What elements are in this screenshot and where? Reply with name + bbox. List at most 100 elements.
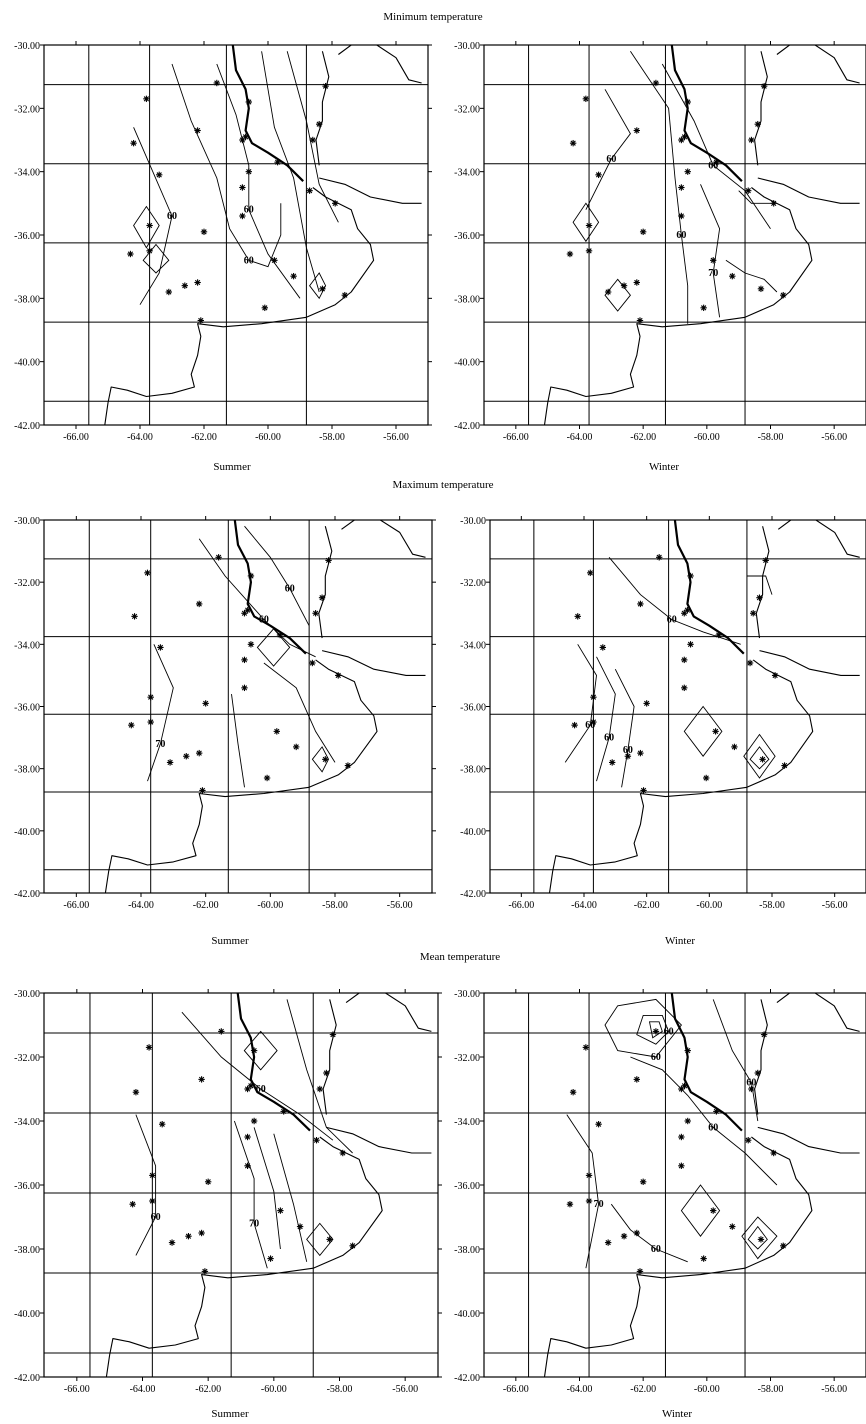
isoline xyxy=(608,557,741,645)
y-tick-label: -40.00 xyxy=(454,1309,480,1320)
plot-frame xyxy=(43,992,439,1378)
y-tick-label: -40.00 xyxy=(14,1309,40,1320)
contour-label: 60 xyxy=(151,1212,161,1223)
station-marker xyxy=(199,787,206,794)
station-marker xyxy=(196,749,203,757)
isoline xyxy=(661,63,771,229)
contour-label: 60 xyxy=(256,1084,266,1095)
station-marker xyxy=(198,1229,205,1237)
map-panel-mean-winter: -66.00 -64.00 -62.00 -60.00 -58.00 -56.00 -30.… xyxy=(454,989,866,1395)
station-marker xyxy=(202,700,209,707)
station-marker xyxy=(656,554,663,561)
isoline xyxy=(253,1127,281,1250)
station-marker xyxy=(771,672,779,679)
y-tick-label: -40.00 xyxy=(460,827,486,838)
closed-isoline xyxy=(311,746,330,773)
river-parana xyxy=(233,520,307,655)
x-tick-label: -66.00 xyxy=(508,900,534,911)
station-marker xyxy=(678,212,685,220)
station-marker xyxy=(599,644,606,651)
station-marker xyxy=(684,1117,691,1125)
closed-isoline xyxy=(747,1225,768,1250)
station-marker xyxy=(633,279,640,286)
station-marker xyxy=(640,787,647,794)
station-marker xyxy=(770,1149,777,1157)
isoline xyxy=(286,999,353,1154)
closed-isoline xyxy=(243,1030,278,1071)
station-marker xyxy=(620,282,628,289)
station-marker xyxy=(306,187,313,194)
station-marker xyxy=(185,1233,192,1240)
station-marker xyxy=(762,557,769,564)
season-label-min-winter: Winter xyxy=(649,461,679,473)
isoline xyxy=(700,184,721,318)
closed-isoline xyxy=(636,1014,670,1045)
isoline xyxy=(725,259,778,293)
station-marker xyxy=(637,600,644,608)
coastline-east xyxy=(776,993,860,1032)
station-marker xyxy=(218,1028,225,1035)
closed-isoline xyxy=(648,1021,663,1039)
river-parana xyxy=(670,993,743,1132)
station-marker xyxy=(731,743,738,751)
isoline xyxy=(286,51,339,223)
y-tick-label: -32.00 xyxy=(460,578,486,589)
isoline xyxy=(738,190,771,204)
station-marker xyxy=(296,1223,304,1230)
station-marker xyxy=(245,168,252,175)
station-marker xyxy=(700,1255,707,1262)
isoline xyxy=(610,1203,688,1263)
river-parana xyxy=(236,993,311,1132)
station-marker xyxy=(633,1076,640,1083)
station-marker xyxy=(149,1172,156,1179)
station-marker xyxy=(746,659,754,667)
section-title-minimum: Minimum temperature xyxy=(383,11,482,23)
closed-isoline xyxy=(256,628,291,667)
isoline xyxy=(263,662,336,763)
station-marker xyxy=(687,572,694,580)
station-marker xyxy=(781,762,788,769)
station-marker xyxy=(293,743,300,751)
station-marker xyxy=(247,641,255,648)
station-marker xyxy=(250,1047,258,1054)
station-marker xyxy=(748,136,755,144)
map-panel-mean-summer: -66.00 -64.00 -62.00 -60.00 -58.00 -56.00 -30.… xyxy=(14,989,442,1395)
station-marker xyxy=(329,1031,337,1038)
station-marker xyxy=(715,631,722,639)
map-panel-min-winter: -66.00 -64.00 -62.00 -60.00 -58.00 -56.00 -30.… xyxy=(454,41,866,443)
x-tick-label: -62.00 xyxy=(191,432,217,443)
x-tick-label: -58.00 xyxy=(758,1384,784,1395)
station-marker xyxy=(633,1229,640,1237)
station-marker xyxy=(200,228,208,236)
station-marker xyxy=(582,95,590,103)
y-tick-label: -36.00 xyxy=(14,1181,40,1192)
season-label-min-summer: Summer xyxy=(213,461,251,473)
station-marker xyxy=(780,291,787,299)
station-marker xyxy=(244,606,251,614)
isoline xyxy=(596,656,616,782)
y-tick-label: -38.00 xyxy=(14,1245,40,1256)
station-marker xyxy=(684,168,691,175)
x-tick-label: -60.00 xyxy=(696,900,722,911)
station-marker xyxy=(146,247,153,255)
x-tick-label: -66.00 xyxy=(503,432,529,443)
y-tick-label: -42.00 xyxy=(14,421,40,432)
river-parana xyxy=(231,45,304,182)
closed-isoline xyxy=(749,746,770,770)
x-tick-label: -66.00 xyxy=(63,432,89,443)
closed-isoline xyxy=(743,733,776,779)
y-tick-label: -36.00 xyxy=(460,703,486,714)
station-marker xyxy=(198,1076,205,1083)
x-tick-label: -56.00 xyxy=(392,1384,418,1395)
station-marker xyxy=(325,557,332,564)
station-marker xyxy=(713,1108,720,1115)
station-marker xyxy=(757,285,765,293)
x-tick-label: -58.00 xyxy=(758,432,784,443)
station-marker xyxy=(127,250,134,258)
y-tick-label: -36.00 xyxy=(14,231,40,242)
isoline xyxy=(630,1056,778,1186)
y-tick-label: -34.00 xyxy=(14,168,40,179)
station-marker xyxy=(745,187,752,194)
y-tick-label: -42.00 xyxy=(14,1373,40,1384)
isoline xyxy=(181,1011,334,1141)
